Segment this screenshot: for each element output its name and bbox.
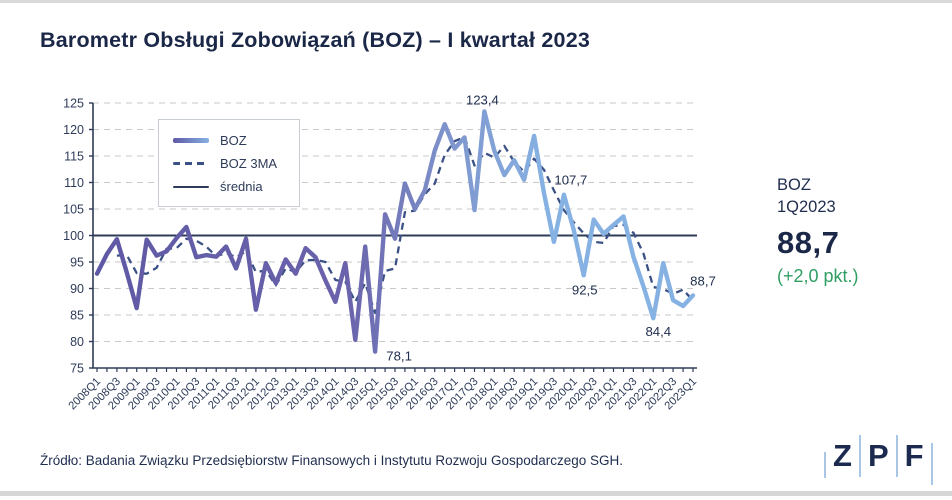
bottom-edge-divider: [0, 491, 952, 496]
source-note: Źródło: Badania Związku Przedsiębiorstw …: [40, 453, 624, 468]
y-tick-label: 95: [70, 256, 84, 270]
legend-item-mean: średnia: [159, 175, 299, 198]
annotation-label: 92,5: [572, 282, 598, 297]
legend-label: BOZ 3MA: [220, 156, 278, 171]
boz-line-swatch-icon: [173, 138, 209, 143]
legend-item-boz: BOZ: [159, 129, 299, 152]
y-tick-label: 110: [64, 176, 84, 190]
y-tick-label: 90: [70, 282, 84, 296]
top-edge-divider: [0, 0, 952, 3]
logo-letter: Z: [833, 438, 852, 473]
boz-3ma-line: [116, 135, 694, 315]
y-tick-label: 80: [70, 335, 84, 349]
annotation-label: 84,4: [645, 324, 671, 339]
zpf-logo: Z P F: [824, 434, 933, 486]
y-tick-label: 125: [63, 97, 84, 111]
boz-3ma-line-swatch-icon: [173, 162, 209, 165]
y-tick-label: 100: [63, 229, 84, 243]
page-title: Barometr Obsługi Zobowiązań (BOZ) – I kw…: [40, 28, 591, 52]
legend-item-boz-3ma: BOZ 3MA: [159, 152, 299, 175]
logo-bar-icon: [858, 435, 861, 477]
axes: [92, 103, 697, 369]
logo-bar-icon: [930, 443, 933, 485]
annotation-label: 107,7: [554, 173, 587, 188]
summary-period: 1Q2023: [777, 198, 836, 216]
legend-label: średnia: [220, 179, 263, 194]
logo-bar-icon: [895, 435, 898, 477]
mean-line-swatch-icon: [173, 185, 209, 188]
chart-legend: BOZ BOZ 3MA średnia: [158, 119, 300, 207]
logo-bar-icon: [824, 452, 826, 478]
annotation-label: 78,1: [386, 349, 412, 364]
logo-letter: F: [904, 438, 924, 473]
annotation-label: 88,7: [690, 273, 716, 288]
y-tick-label: 105: [63, 203, 84, 217]
latest-value-panel: BOZ 1Q2023 88,7 (+2,0 pkt.): [777, 174, 859, 287]
y-tick-label: 75: [70, 362, 84, 376]
y-tick-label: 85: [70, 309, 84, 323]
annotation-label: 123,4: [466, 93, 499, 108]
summary-change: (+2,0 pkt.): [777, 266, 859, 286]
y-tick-label: 115: [64, 150, 84, 164]
boz-line: [94, 109, 696, 354]
logo-letter: P: [867, 438, 889, 473]
summary-value: 88,7: [777, 225, 840, 260]
summary-metric-name: BOZ: [777, 176, 811, 194]
y-tick-label: 120: [63, 123, 84, 137]
legend-label: BOZ: [220, 133, 247, 148]
